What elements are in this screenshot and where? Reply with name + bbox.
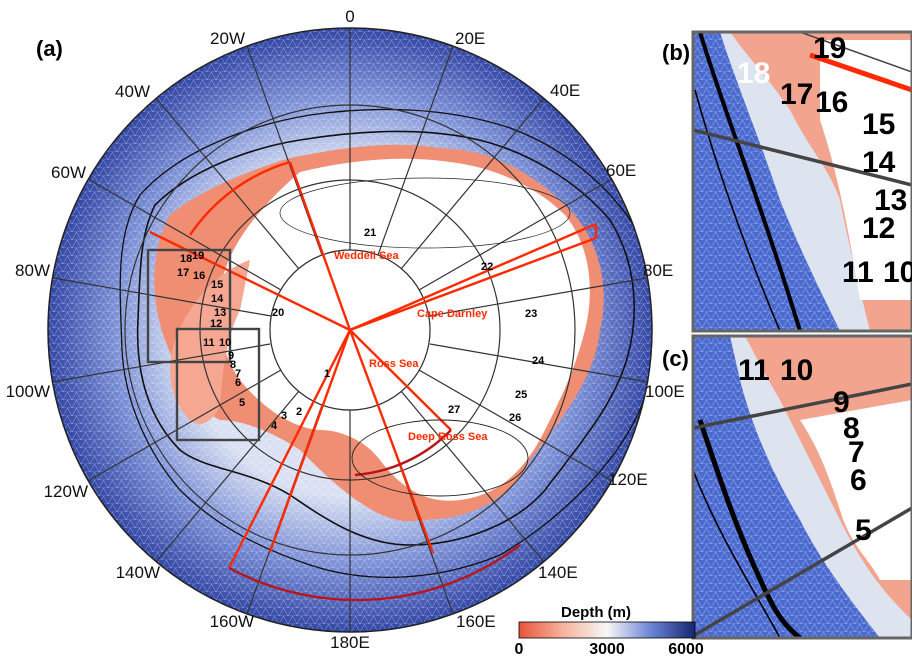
- region-label-deep-ross: Deep Ross Sea: [408, 431, 488, 443]
- sector-number: 5: [239, 397, 245, 409]
- sector-numbers: 1 2 3 4 5 6 7 8 9 10 11 12 13 14 15 16 1…: [177, 227, 545, 432]
- colorbar: Depth (m) 0 3000 6000: [515, 604, 704, 657]
- colorbar-gradient: [518, 621, 696, 639]
- lon-label: 60E: [606, 161, 636, 180]
- sector-number: 11: [203, 337, 215, 349]
- sector-number: 26: [509, 412, 521, 424]
- sector-number: 2: [296, 406, 302, 418]
- longitude-labels: 0 20E 40E 60E 80E 100E 120E 140E 160E 18…: [6, 7, 685, 652]
- inset-c-number: 10: [780, 354, 813, 387]
- colorbar-tick: 0: [515, 641, 524, 657]
- inset-b-number: 15: [862, 108, 895, 141]
- inset-b-number: 18: [737, 57, 770, 90]
- sector-number: 18: [180, 253, 192, 265]
- sector-number: 19: [192, 250, 204, 262]
- weddell-ellipse: [279, 177, 571, 249]
- deep-ross-ellipse: [351, 419, 529, 497]
- lon-label: 20E: [455, 29, 485, 48]
- inset-b-numbers: 18 19 17 16 15 14 13 12 11 10: [737, 32, 912, 289]
- lon-label: 60W: [51, 163, 86, 182]
- sector-number: 13: [214, 307, 226, 319]
- region-label-ross: Ross Sea: [369, 358, 419, 370]
- inset-b: [691, 30, 912, 333]
- inset-c-number: 6: [850, 464, 867, 497]
- panel-label-c: (c): [662, 346, 689, 371]
- lon-label: 140W: [116, 563, 160, 582]
- inset-b-number: 14: [862, 146, 896, 179]
- inset-box-b: [146, 248, 232, 364]
- colorbar-tick: 3000: [589, 641, 625, 657]
- sector-number: 25: [515, 389, 527, 401]
- lon-label: 120E: [608, 470, 648, 489]
- sector-number: 23: [525, 308, 537, 320]
- lon-label: 40E: [550, 81, 580, 100]
- sector-number: 8: [230, 359, 236, 371]
- deep-contour: [119, 108, 652, 578]
- lon-label: 40W: [115, 82, 150, 101]
- region-outlines: [149, 160, 598, 602]
- inset-b-number: 13: [874, 184, 907, 217]
- region-label-darnley: Cape Darnley: [417, 308, 488, 320]
- polar-map: [47, 27, 653, 633]
- inset-c-number: 7: [848, 436, 865, 469]
- sector-number: 12: [210, 318, 222, 330]
- lon-label: 20W: [210, 29, 245, 48]
- sector-number: 10: [219, 337, 231, 349]
- inset-b-number: 10: [883, 256, 912, 289]
- sector-number: 21: [364, 227, 376, 239]
- inset-b-number: 17: [780, 78, 813, 111]
- shelf-contour: [136, 130, 636, 546]
- sector-number: 27: [448, 404, 460, 416]
- sector-number: 16: [193, 270, 205, 282]
- sector-number: 15: [211, 279, 223, 291]
- sector-number: 14: [211, 293, 224, 305]
- lon-label: 160E: [456, 612, 496, 631]
- region-label-weddell: Weddell Sea: [334, 250, 399, 262]
- lon-label: 100E: [645, 382, 685, 401]
- sector-number: 6: [235, 377, 241, 389]
- panel-label-b: (b): [662, 40, 690, 65]
- inset-b-number: 19: [813, 32, 846, 65]
- sector-number: 7: [235, 368, 241, 380]
- lon-label: 80E: [643, 261, 673, 280]
- sector-number: 24: [532, 355, 545, 367]
- sector-number: 3: [281, 410, 287, 422]
- sector-number: 20: [272, 307, 284, 319]
- sector-number: 17: [177, 267, 189, 279]
- lon-label: 120W: [44, 482, 88, 501]
- sector-number: 4: [271, 420, 278, 432]
- inset-box-c: [175, 327, 261, 442]
- lon-label: 0: [345, 7, 354, 26]
- map-border: [47, 27, 653, 633]
- lon-label: 140E: [538, 563, 578, 582]
- inset-c-number: 9: [833, 386, 850, 419]
- lon-label: 100W: [6, 382, 50, 401]
- inset-c-number: 8: [843, 412, 860, 445]
- inset-c: [691, 334, 912, 640]
- inset-b-number: 12: [862, 212, 895, 245]
- sector-number: 1: [324, 368, 330, 380]
- inset-b-number: 16: [815, 86, 848, 119]
- lon-label: 180E: [330, 633, 370, 652]
- inset-c-number: 5: [855, 514, 872, 547]
- lon-label: 160W: [210, 612, 254, 631]
- colorbar-title: Depth (m): [561, 604, 631, 621]
- lon-label: 80W: [15, 261, 50, 280]
- panel-label-a: (a): [36, 36, 63, 61]
- colorbar-tick: 6000: [668, 641, 704, 657]
- inset-c-numbers: 11 10 9 8 7 6 5: [738, 354, 872, 547]
- inset-b-number: 11: [842, 256, 874, 289]
- inset-c-number: 11: [738, 354, 770, 387]
- latitude-circle: [124, 104, 576, 556]
- sector-number: 22: [481, 261, 493, 273]
- sector-number: 9: [228, 350, 234, 362]
